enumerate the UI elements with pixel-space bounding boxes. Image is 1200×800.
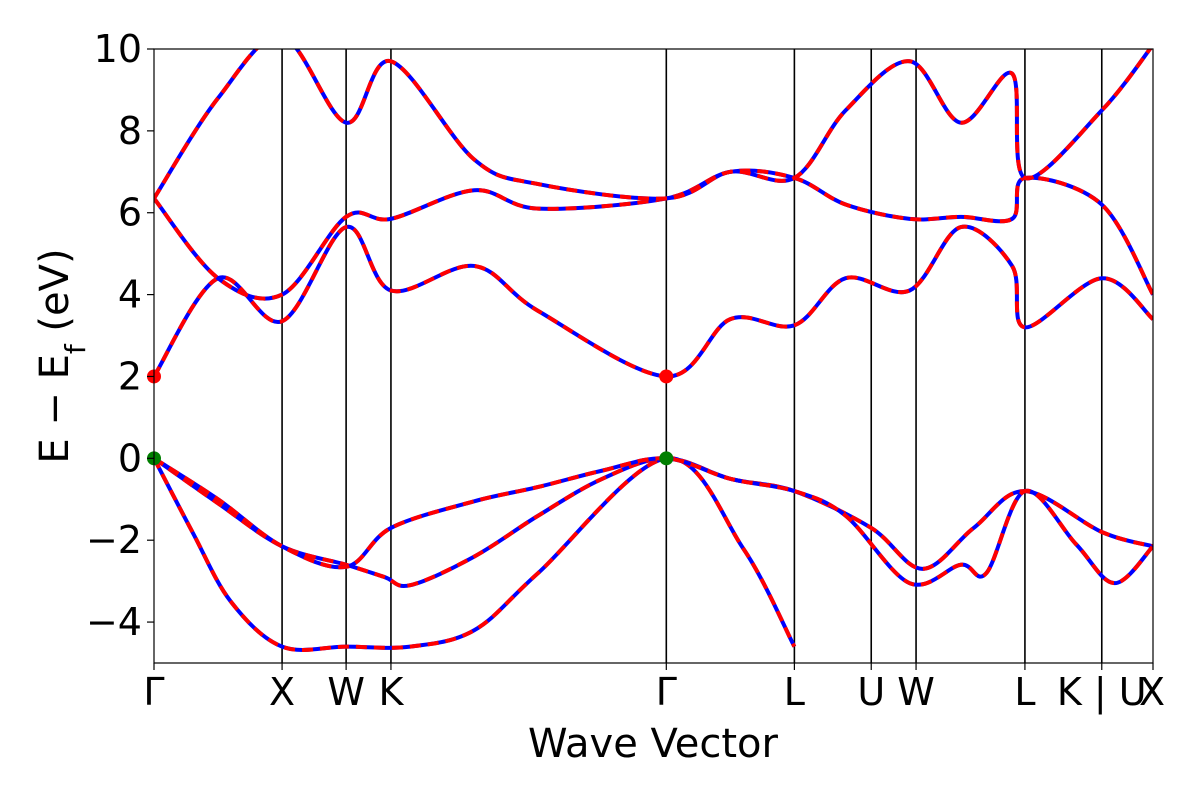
- x-tick-label: K: [378, 670, 404, 714]
- band-line: [154, 168, 1153, 301]
- x-tick-label: X: [1139, 670, 1165, 714]
- x-tick-label: Γ: [656, 670, 677, 714]
- vbm-marker: [659, 451, 674, 466]
- y-tick-label: 10: [94, 27, 142, 71]
- band-line-dashed: [154, 168, 1153, 301]
- band-line: [154, 456, 1153, 587]
- y-axis-label: E − Ef (eV): [32, 248, 92, 463]
- band-line-dashed: [154, 224, 1153, 379]
- band-line: [154, 456, 1153, 588]
- y-tick-label: 4: [118, 273, 142, 317]
- x-tick-label: X: [269, 670, 295, 714]
- y-tick-label: −2: [86, 518, 142, 562]
- x-axis-label: Wave Vector: [528, 721, 779, 767]
- y-tick-label: 8: [118, 109, 142, 153]
- x-tick-label: Γ: [143, 670, 164, 714]
- band-edge-markers: [147, 369, 674, 466]
- x-tick-label: W: [897, 670, 935, 714]
- band-line: [154, 456, 797, 652]
- band-line: [154, 49, 1153, 201]
- x-tick-label: W: [327, 670, 365, 714]
- x-tick-label: L: [1014, 670, 1035, 714]
- y-tick-label: 6: [118, 191, 142, 235]
- band-line-dashed: [154, 456, 1153, 587]
- x-tick-label: K | U: [1057, 670, 1147, 715]
- band-line: [154, 224, 1153, 379]
- high-symmetry-lines: [281, 49, 1103, 663]
- x-tick-label: U: [857, 670, 885, 714]
- y-tick-label: 0: [118, 436, 142, 480]
- plot-frame: [153, 48, 1154, 664]
- y-axis: −4 −2 0 2 4 6 8 10: [86, 27, 154, 644]
- cbm-marker: [659, 369, 674, 384]
- x-tick-label: L: [784, 670, 805, 714]
- band-lines: [154, 49, 1153, 652]
- band-line-dashed: [154, 456, 1153, 588]
- y-tick-label: −4: [86, 600, 142, 644]
- y-tick-label: 2: [118, 354, 142, 398]
